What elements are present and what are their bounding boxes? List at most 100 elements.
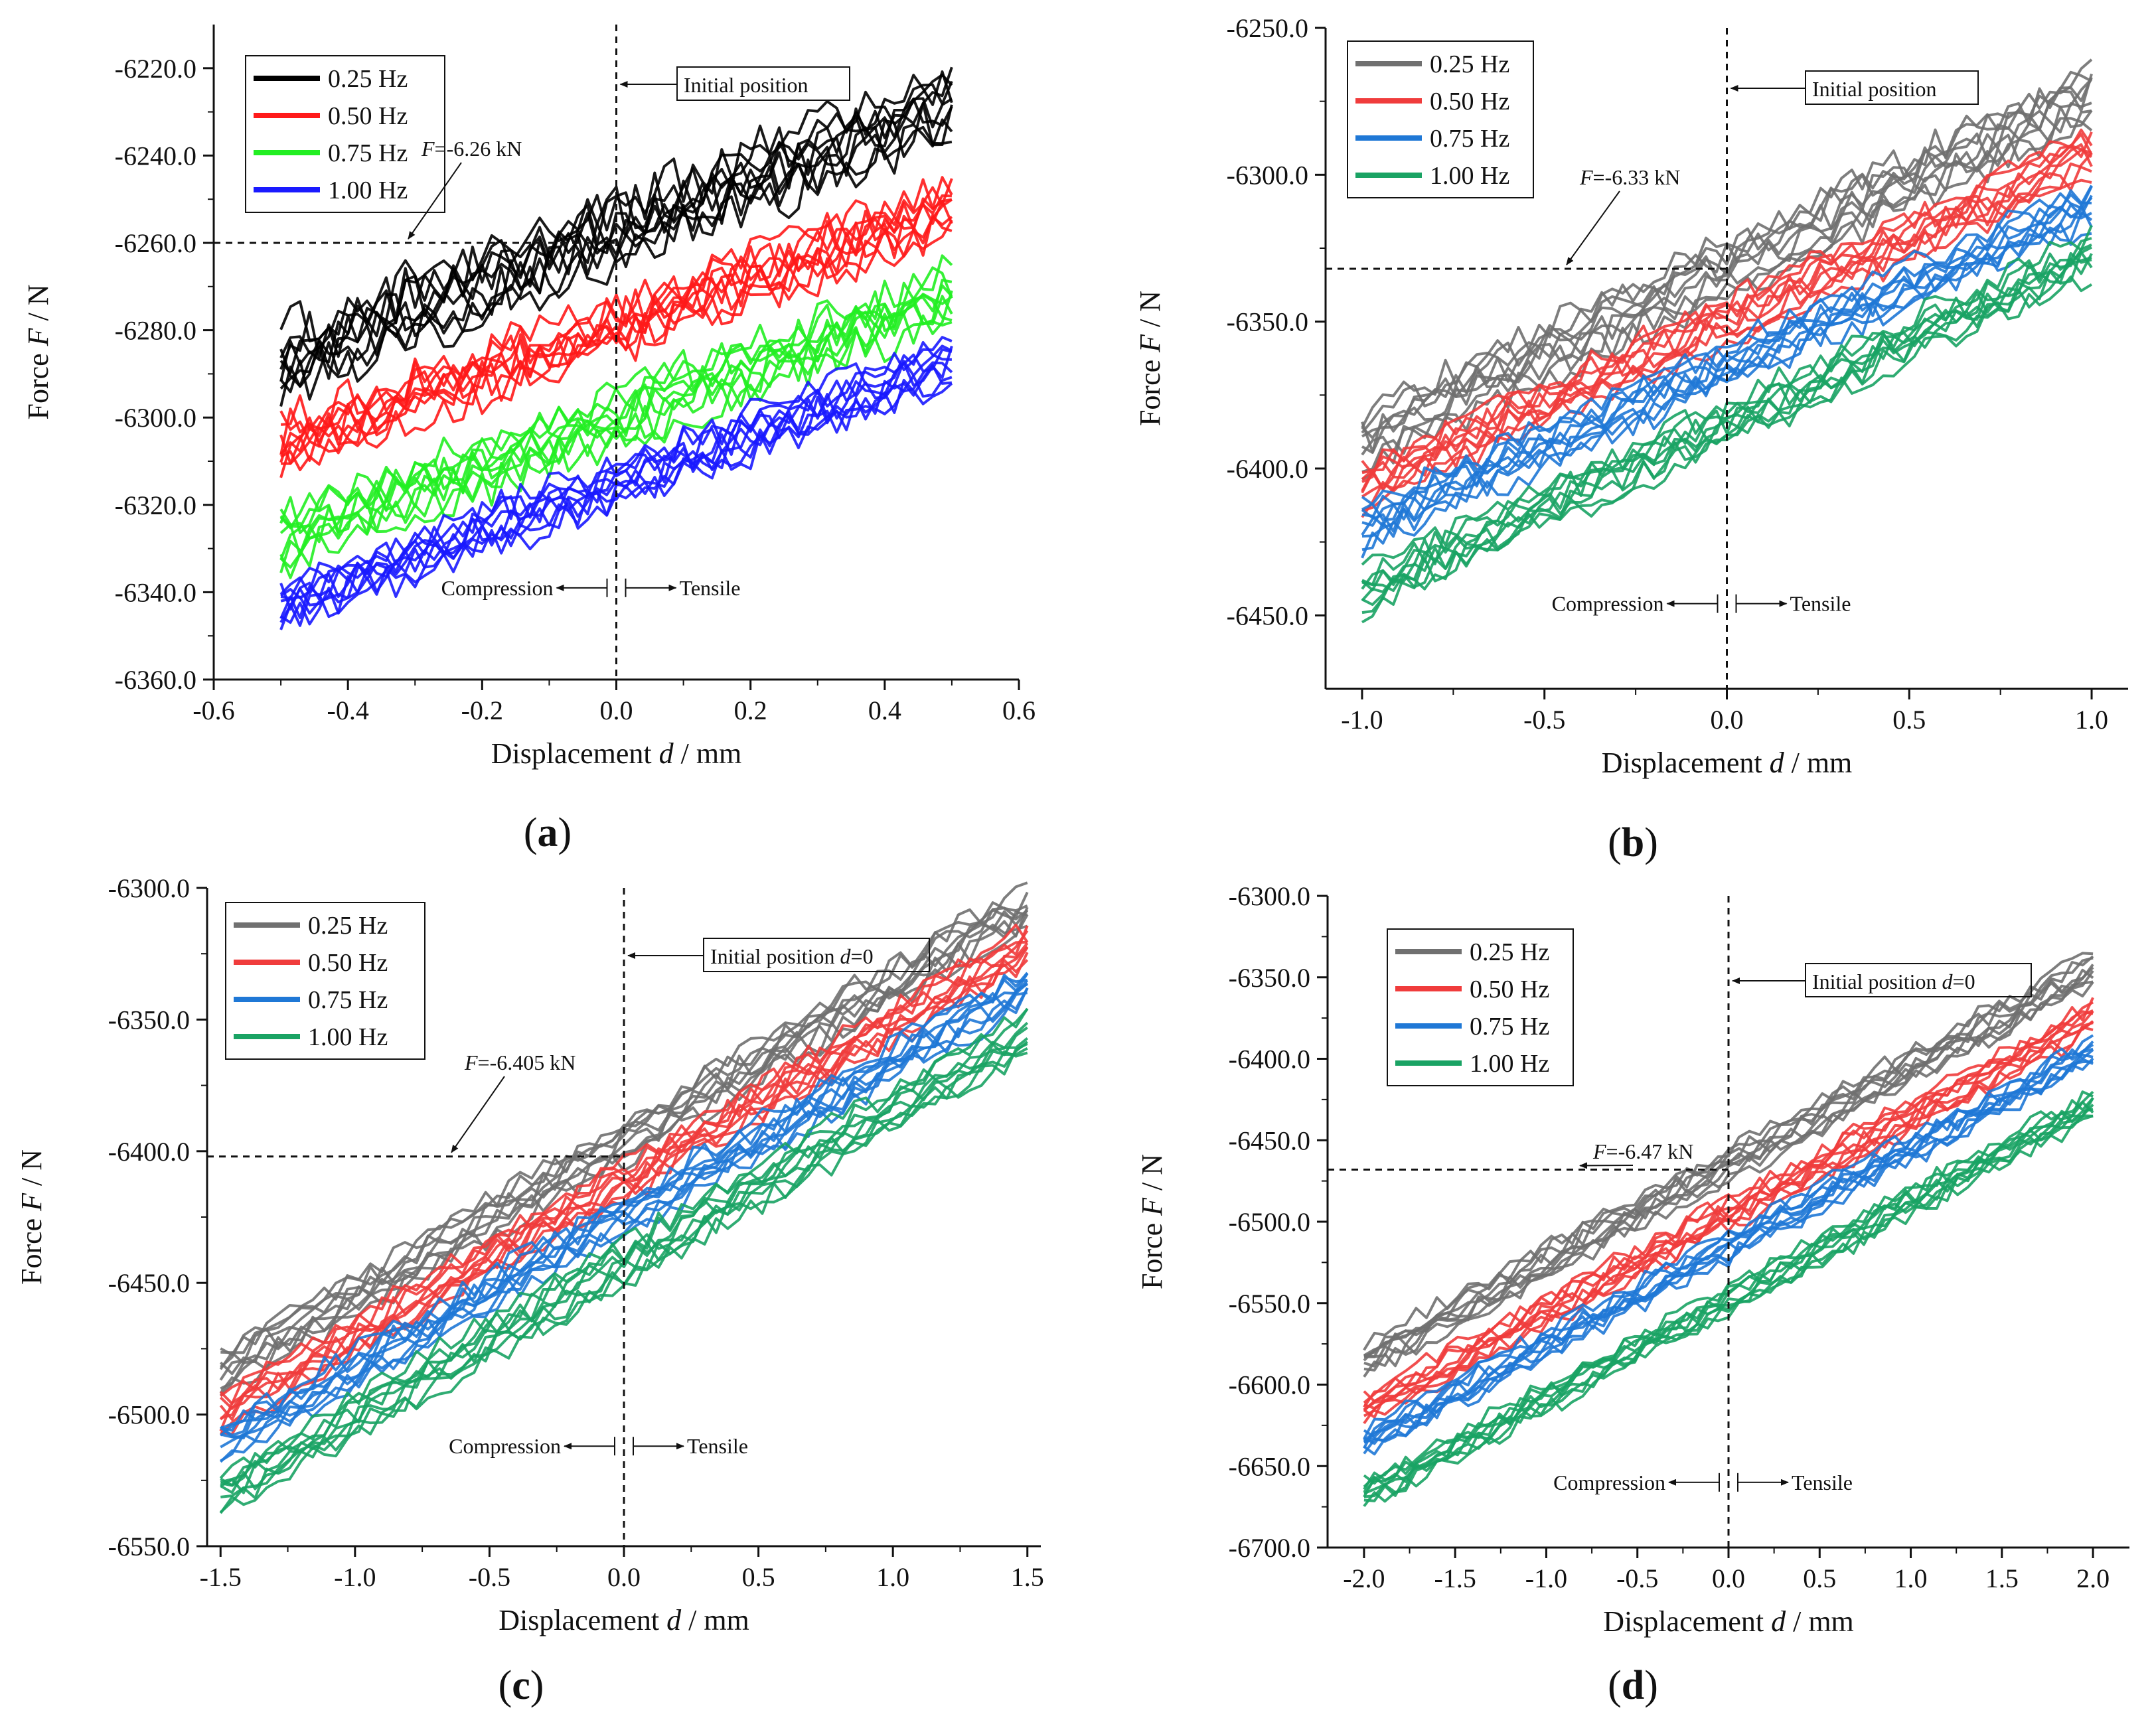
legend-box xyxy=(1347,40,1534,198)
direction-annotation: Compression Tensile xyxy=(1552,592,1851,616)
x-axis-label-text: Displacement xyxy=(491,737,659,770)
initial-position-label: Initial position xyxy=(1812,77,1937,101)
series-line xyxy=(1361,211,2093,551)
series-line xyxy=(220,881,1028,1356)
initial-position-text: Initial position xyxy=(1812,77,1937,101)
force-label-arrow xyxy=(408,162,462,240)
tensile-label: Tensile xyxy=(1790,592,1851,616)
initial-position-label: Initial position d=0 xyxy=(1812,970,1975,993)
direction-annotation: Compression Tensile xyxy=(449,1434,748,1458)
force-annotation: F=-6.405 kN xyxy=(451,1050,576,1153)
force-label: F=-6.26 kN xyxy=(421,137,522,161)
y-tick-label: -6300.0 xyxy=(1229,881,1310,911)
force-annotation: F=-6.33 kN xyxy=(1566,165,1681,265)
y-axis-label-text: Force xyxy=(22,346,54,419)
caption-open: ( xyxy=(499,1663,512,1708)
panel-c: -6300.0 -6350.0 -6400.0 -6450.0 -6500.0 -6550… xyxy=(15,873,1044,1708)
x-axis-label-unit: / mm xyxy=(674,737,742,770)
initial-position-var: d xyxy=(1942,970,1954,993)
panel-caption: (b) xyxy=(1608,820,1658,865)
y-tick-label: -6350.0 xyxy=(1227,307,1308,337)
series-line xyxy=(279,194,952,442)
y-tick-label: -6220.0 xyxy=(115,54,196,84)
series-line xyxy=(1361,76,2093,439)
panel-a: -6220.0 -6240.0 -6260.0 -6280.0 -6300.0 -6320… xyxy=(22,25,1036,855)
series-line xyxy=(1361,189,2092,527)
x-axis-label-var: d xyxy=(659,737,674,770)
legend: 0.25 Hz 0.50 Hz 0.75 Hz 1.00 Hz xyxy=(225,902,425,1060)
x-tick-label: -1.0 xyxy=(1525,1563,1567,1593)
y-tick-label: -6550.0 xyxy=(108,1532,190,1561)
x-axis-label-text: Displacement xyxy=(1602,747,1770,779)
force-label-value: =-6.47 kN xyxy=(1606,1139,1694,1163)
y-axis-label-text: Force xyxy=(1136,1216,1168,1289)
caption-open: ( xyxy=(1608,1663,1622,1708)
initial-position-suffix: =0 xyxy=(851,944,874,968)
y-tick-label: -6450.0 xyxy=(1229,1125,1310,1155)
series-line xyxy=(1361,237,2092,592)
x-tick-label: 0.6 xyxy=(1002,695,1036,725)
compression-label: Compression xyxy=(441,576,554,600)
x-axis-label-var: d xyxy=(666,1604,682,1636)
force-label-var: F xyxy=(1592,1139,1606,1163)
y-axis-label: Force F / N xyxy=(15,1149,48,1285)
initial-position-annotation: Initial position d=0 xyxy=(1732,963,2032,997)
force-annotation: F=-6.26 kN xyxy=(408,137,522,240)
y-tick-label: -6700.0 xyxy=(1229,1533,1310,1563)
caption-close: ) xyxy=(558,810,572,855)
force-label-arrow xyxy=(1566,190,1620,265)
legend-label: 0.50 Hz xyxy=(308,949,388,977)
initial-position-annotation: Initial position xyxy=(619,66,850,101)
direction-annotation: Compression Tensile xyxy=(1553,1471,1853,1494)
panel-b: -6250.0 -6300.0 -6350.0 -6400.0 -6450.0 -1.0 -… xyxy=(1134,13,2128,865)
force-label-var: F xyxy=(1579,165,1593,189)
legend-label: 0.50 Hz xyxy=(328,102,408,130)
y-axis-label-var: F xyxy=(15,1193,48,1212)
x-tick-label: -0.5 xyxy=(1523,705,1565,735)
legend-label: 0.75 Hz xyxy=(1470,1013,1549,1041)
y-tick-label: -6240.0 xyxy=(115,141,196,171)
series-line xyxy=(280,176,953,431)
x-tick-label: -0.4 xyxy=(327,695,369,725)
y-tick-label: -6350.0 xyxy=(1229,963,1310,993)
x-tick-label: -1.5 xyxy=(1434,1563,1476,1593)
series-line xyxy=(279,73,953,374)
x-tick-label: 0.2 xyxy=(734,695,767,725)
force-label: F=-6.405 kN xyxy=(464,1050,576,1074)
y-tick-label: -6300.0 xyxy=(108,873,190,903)
series-line xyxy=(280,336,953,600)
initial-position-var: d xyxy=(840,944,852,968)
caption-close: ) xyxy=(1644,1663,1658,1708)
series-line xyxy=(279,341,952,600)
x-tick-label: 1.0 xyxy=(876,1562,909,1592)
legend-label: 0.25 Hz xyxy=(308,912,388,940)
caption-letter: a xyxy=(538,810,558,855)
y-tick-label: -6400.0 xyxy=(1229,1045,1310,1074)
y-tick-label: -6300.0 xyxy=(115,403,196,433)
initial-position-text: Initial position xyxy=(1812,970,1942,993)
y-axis-label: Force F / N xyxy=(22,284,54,419)
x-tick-label: 0.5 xyxy=(1803,1563,1836,1593)
x-tick-label: 0.0 xyxy=(1711,705,1744,735)
legend-label: 0.25 Hz xyxy=(1470,938,1549,966)
x-tick-label: 1.5 xyxy=(1985,1563,2019,1593)
x-axis-label-text: Displacement xyxy=(1603,1605,1771,1638)
panel-caption: (a) xyxy=(524,810,572,855)
initial-position-label: Initial position d=0 xyxy=(710,944,874,968)
legend-box xyxy=(245,55,445,213)
legend-label: 1.00 Hz xyxy=(308,1023,388,1051)
force-label: F=-6.47 kN xyxy=(1592,1139,1693,1163)
x-axis-label: Displacement d / mm xyxy=(491,737,742,770)
force-label-value: =-6.33 kN xyxy=(1593,165,1681,189)
y-tick-label: -6340.0 xyxy=(115,577,196,607)
compression-label: Compression xyxy=(1553,1471,1665,1494)
legend-label: 0.25 Hz xyxy=(328,65,408,93)
x-tick-label: -0.2 xyxy=(461,695,503,725)
legend: 0.25 Hz 0.50 Hz 0.75 Hz 1.00 Hz xyxy=(245,55,445,213)
y-axis-label-var: F xyxy=(1136,1197,1168,1216)
y-axis-label-text: Force xyxy=(15,1211,48,1285)
y-tick-label: -6500.0 xyxy=(108,1400,190,1430)
panel-d: -6300.0 -6350.0 -6400.0 -6450.0 -6500.0 -6550… xyxy=(1136,881,2129,1708)
legend: 0.25 Hz 0.50 Hz 0.75 Hz 1.00 Hz xyxy=(1387,928,1574,1086)
